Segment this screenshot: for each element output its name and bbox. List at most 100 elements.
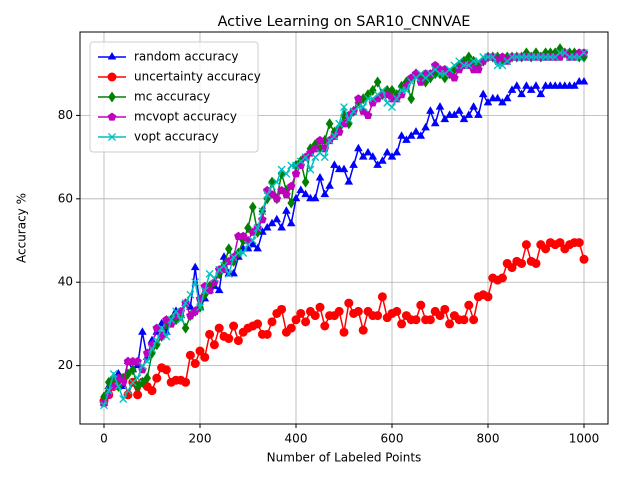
marker xyxy=(555,238,565,248)
x-tick-label: 0 xyxy=(100,432,108,446)
marker xyxy=(291,315,301,325)
marker xyxy=(369,84,377,96)
marker xyxy=(124,386,132,395)
marker xyxy=(373,76,382,88)
marker xyxy=(277,304,287,314)
marker xyxy=(450,73,459,82)
marker xyxy=(363,147,373,156)
marker xyxy=(531,81,541,89)
marker xyxy=(286,218,296,227)
marker xyxy=(191,278,200,287)
marker xyxy=(210,274,219,283)
marker xyxy=(119,395,128,403)
marker xyxy=(200,352,210,362)
marker xyxy=(339,327,349,337)
marker xyxy=(387,152,397,160)
marker xyxy=(107,72,117,82)
marker xyxy=(143,357,152,366)
marker xyxy=(570,81,579,89)
marker xyxy=(282,169,291,178)
marker xyxy=(435,311,445,321)
y-tick-label: 20 xyxy=(58,358,73,372)
marker xyxy=(282,206,291,214)
marker xyxy=(425,315,435,325)
marker xyxy=(138,376,147,388)
marker xyxy=(502,93,512,102)
marker xyxy=(358,325,368,335)
marker xyxy=(200,286,209,295)
marker xyxy=(498,97,507,106)
marker xyxy=(225,243,233,255)
marker xyxy=(129,364,137,376)
legend-box xyxy=(89,41,259,153)
marker xyxy=(253,243,262,252)
marker xyxy=(301,153,310,162)
marker xyxy=(378,156,387,164)
chart-title: Active Learning on SAR10_CNNVAE xyxy=(218,14,471,30)
series xyxy=(100,48,588,410)
marker xyxy=(153,339,161,351)
marker xyxy=(310,311,320,321)
x-tick-label: 800 xyxy=(477,432,500,446)
marker xyxy=(440,114,450,123)
marker xyxy=(359,103,368,112)
marker xyxy=(176,315,185,324)
marker xyxy=(291,169,301,178)
marker xyxy=(526,85,536,93)
marker xyxy=(469,102,478,110)
marker xyxy=(296,185,306,193)
legend: random accuracy uncertainty accuracy mc ac… xyxy=(89,41,261,153)
marker xyxy=(454,106,464,114)
marker xyxy=(339,164,349,173)
marker xyxy=(162,332,171,341)
x-axis-label: Number of Labeled Points xyxy=(267,451,422,465)
marker xyxy=(172,307,180,316)
marker xyxy=(493,93,502,102)
marker xyxy=(301,189,310,198)
y-axis-label: Accuracy % xyxy=(15,193,29,263)
marker xyxy=(579,254,589,264)
marker xyxy=(147,335,157,344)
marker xyxy=(272,178,281,187)
marker xyxy=(152,373,162,383)
marker xyxy=(363,110,373,119)
marker xyxy=(517,89,526,98)
marker xyxy=(253,319,263,329)
x-tick-label: 400 xyxy=(285,432,308,446)
marker xyxy=(133,390,143,400)
marker xyxy=(157,324,166,333)
marker xyxy=(469,315,479,325)
marker xyxy=(344,177,354,185)
marker xyxy=(190,262,200,271)
legend-label: uncertainty accuracy xyxy=(134,70,261,84)
marker xyxy=(580,51,588,63)
marker xyxy=(133,374,142,383)
marker xyxy=(291,193,301,202)
x-tick-label: 200 xyxy=(189,432,212,446)
marker xyxy=(507,85,517,93)
marker xyxy=(315,302,325,312)
marker xyxy=(465,51,473,63)
marker xyxy=(397,319,407,329)
marker xyxy=(354,94,363,103)
marker xyxy=(488,53,497,61)
marker xyxy=(430,118,440,127)
marker xyxy=(315,173,325,181)
marker xyxy=(320,153,329,162)
marker xyxy=(353,306,363,316)
marker xyxy=(229,268,238,277)
marker xyxy=(406,131,416,139)
marker xyxy=(296,308,306,318)
marker xyxy=(517,258,527,268)
x-tick-label: 600 xyxy=(381,432,404,446)
marker xyxy=(483,97,493,106)
marker xyxy=(426,106,435,114)
marker xyxy=(201,289,209,301)
marker xyxy=(330,132,339,141)
marker xyxy=(464,300,474,310)
marker xyxy=(392,94,401,103)
marker xyxy=(325,118,334,130)
marker xyxy=(229,321,239,331)
marker xyxy=(262,329,272,339)
